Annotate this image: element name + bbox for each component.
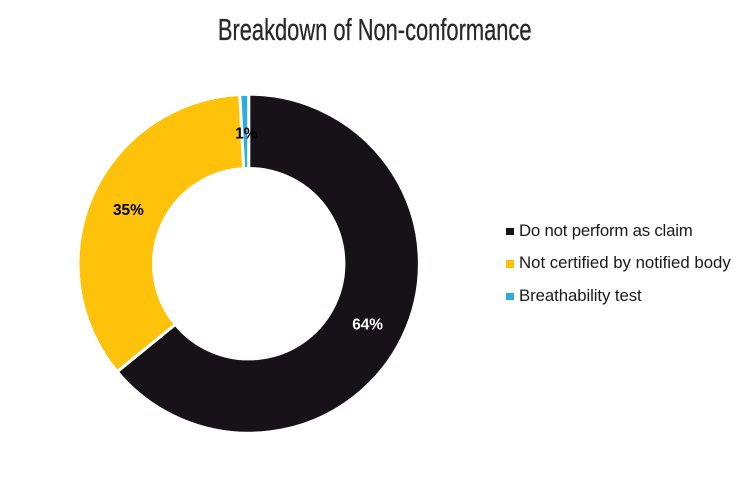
svg-text:1%: 1% — [235, 126, 258, 143]
svg-text:35%: 35% — [113, 202, 144, 219]
svg-text:64%: 64% — [352, 316, 383, 333]
